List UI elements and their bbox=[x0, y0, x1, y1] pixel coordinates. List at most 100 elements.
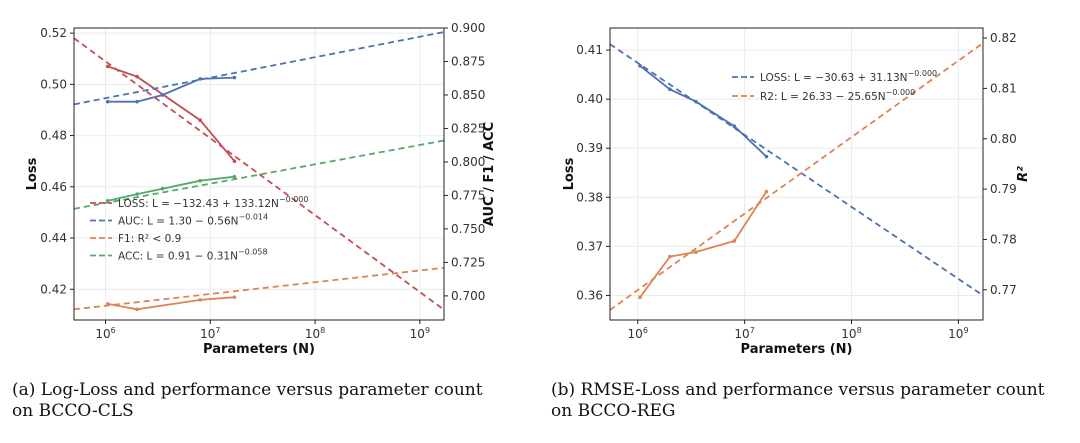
fit-line-f1 bbox=[73, 266, 445, 311]
x-tick-label: 108 bbox=[305, 326, 325, 341]
chart-a: 106 107 108 109 0.42 0.44 0.46 0.48 0.50 0.52 0.70… bbox=[25, 21, 497, 357]
x-tick-label: 106 bbox=[628, 326, 648, 341]
y-right-tick-label: 0.900 bbox=[451, 21, 485, 35]
y-left-axis-label: Loss bbox=[562, 157, 577, 190]
caption-b-line1: (b) RMSE-Loss and performance versus par… bbox=[551, 380, 1045, 400]
y-right-tick-label: 0.875 bbox=[451, 54, 485, 68]
x-tick-label: 108 bbox=[841, 326, 861, 341]
x-tick-label: 109 bbox=[948, 326, 968, 341]
data-point bbox=[198, 178, 202, 183]
y-right-tick-label: 0.77 bbox=[990, 283, 1017, 297]
data-point bbox=[135, 307, 139, 312]
data-point bbox=[232, 295, 237, 300]
data-point bbox=[135, 99, 139, 104]
y-right-tick-label: 0.78 bbox=[990, 232, 1017, 246]
y-right-tick-label: 0.700 bbox=[451, 289, 485, 303]
fit-line-auc bbox=[73, 31, 445, 106]
legend-entry: F1: R² < 0.9 bbox=[118, 233, 181, 245]
plot-frame bbox=[73, 27, 445, 321]
data-point bbox=[764, 189, 769, 194]
data-point bbox=[198, 298, 202, 302]
x-axis-label: Parameters (N) bbox=[741, 342, 853, 357]
y-right-tick-label: 0.775 bbox=[451, 188, 485, 202]
data-point bbox=[668, 254, 672, 259]
x-tick-label: 109 bbox=[410, 326, 430, 341]
y-left-tick-label: 0.36 bbox=[576, 288, 603, 302]
legend: LOSS: L = −30.63 + 31.13N−0.000 R2: L = 2… bbox=[732, 69, 937, 103]
data-point bbox=[105, 302, 110, 306]
y-left-tick-label: 0.39 bbox=[576, 141, 603, 155]
data-point bbox=[198, 77, 202, 81]
data-line-loss bbox=[639, 65, 768, 158]
data-line-r2 bbox=[639, 191, 768, 298]
y-left-tick-label: 0.37 bbox=[576, 239, 603, 253]
y-right-tick-label: 0.79 bbox=[990, 182, 1017, 196]
plot-frame bbox=[609, 27, 984, 321]
data-point bbox=[732, 239, 737, 243]
legend-entry: R2: L = 26.33 − 25.65N−0.000 bbox=[760, 88, 915, 103]
caption-b-line2: on BCCO-REG bbox=[551, 401, 676, 421]
legend-entry: AUC: L = 1.30 − 0.56N−0.014 bbox=[118, 213, 268, 228]
y-left-tick-label: 0.41 bbox=[576, 43, 603, 57]
data-point bbox=[105, 99, 110, 104]
y-right-tick-label: 0.825 bbox=[451, 121, 485, 135]
y-right-axis-label: AUC / F1 / ACC bbox=[482, 122, 497, 226]
data-point bbox=[638, 63, 642, 68]
series-loss bbox=[609, 43, 984, 297]
data-point bbox=[160, 186, 165, 191]
y-left-tick-label: 0.44 bbox=[40, 231, 67, 245]
y-right-tick-label: 0.750 bbox=[451, 222, 485, 236]
data-point bbox=[694, 99, 698, 104]
fit-line-acc bbox=[73, 139, 445, 210]
y-right-tick-label: 0.82 bbox=[990, 31, 1017, 45]
data-line-f1 bbox=[107, 296, 235, 311]
y-left-tick-label: 0.40 bbox=[576, 92, 603, 106]
legend-entry: LOSS: L = −132.43 + 133.12N−0.000 bbox=[118, 195, 308, 210]
data-point bbox=[232, 174, 237, 179]
y-right-tick-label: 0.850 bbox=[451, 88, 485, 102]
y-left-tick-label: 0.42 bbox=[40, 282, 67, 296]
x-tick-label: 106 bbox=[95, 326, 115, 341]
x-tick-label: 107 bbox=[734, 326, 754, 341]
y-left-tick-label: 0.48 bbox=[40, 129, 67, 143]
fit-line-r2 bbox=[609, 42, 984, 311]
data-point bbox=[135, 192, 139, 196]
y-right-tick-label: 0.800 bbox=[451, 155, 485, 169]
series-f1 bbox=[73, 266, 445, 312]
fit-line-loss bbox=[73, 37, 445, 311]
data-point bbox=[135, 74, 139, 79]
y-left-tick-label: 0.52 bbox=[40, 26, 67, 40]
data-point bbox=[694, 250, 698, 254]
data-point bbox=[638, 295, 642, 300]
data-point bbox=[732, 124, 737, 128]
data-point bbox=[160, 93, 165, 97]
series-auc bbox=[73, 31, 445, 106]
y-right-tick-label: 0.80 bbox=[990, 132, 1017, 146]
data-line-loss bbox=[107, 65, 236, 162]
legend-entry: LOSS: L = −30.63 + 31.13N−0.000 bbox=[760, 69, 937, 84]
legend: LOSS: L = −132.43 + 133.12N−0.000 AUC: L … bbox=[90, 195, 308, 263]
data-point bbox=[764, 154, 769, 159]
y-left-tick-label: 0.50 bbox=[40, 77, 67, 91]
data-line-auc bbox=[107, 76, 235, 103]
data-point bbox=[232, 159, 237, 163]
y-left-tick-label: 0.46 bbox=[40, 180, 67, 194]
x-axis-label: Parameters (N) bbox=[203, 342, 315, 357]
fit-line-loss bbox=[609, 43, 984, 297]
legend-entry: ACC: L = 0.91 − 0.31N−0.058 bbox=[118, 248, 268, 263]
caption-a: (a) Log-Loss and performance versus para… bbox=[12, 380, 483, 422]
caption-b: (b) RMSE-Loss and performance versus par… bbox=[551, 380, 1045, 422]
caption-a-line2: on BCCO-CLS bbox=[12, 401, 134, 421]
data-point bbox=[105, 64, 110, 69]
x-tick-label: 107 bbox=[200, 326, 220, 341]
y-right-axis-label: R² bbox=[1016, 166, 1031, 182]
y-right-tick-label: 0.725 bbox=[451, 255, 485, 269]
y-left-tick-label: 0.38 bbox=[576, 190, 603, 204]
series-acc bbox=[73, 139, 445, 210]
y-left-axis-label: Loss bbox=[25, 157, 40, 190]
data-point bbox=[198, 118, 202, 123]
series-loss bbox=[73, 37, 445, 311]
data-point bbox=[105, 198, 110, 203]
data-point bbox=[668, 87, 672, 92]
